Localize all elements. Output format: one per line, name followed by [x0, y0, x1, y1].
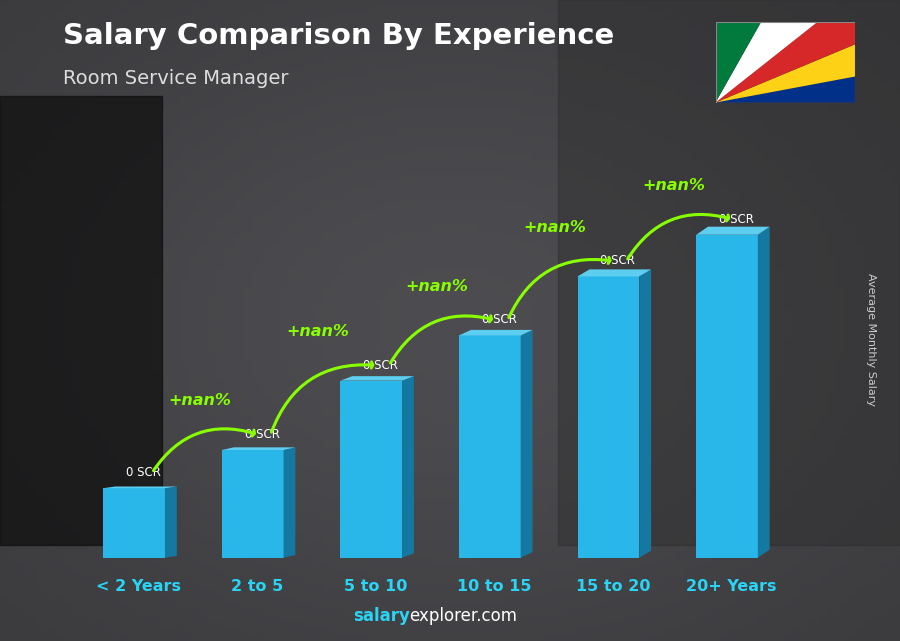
Polygon shape [521, 330, 533, 558]
Polygon shape [0, 96, 162, 545]
Text: 0 SCR: 0 SCR [482, 313, 517, 326]
Text: Average Monthly Salary: Average Monthly Salary [866, 273, 877, 406]
Text: 0 SCR: 0 SCR [364, 358, 398, 372]
Text: 0 SCR: 0 SCR [245, 428, 280, 441]
Text: 0 SCR: 0 SCR [719, 213, 754, 226]
Text: explorer.com: explorer.com [410, 607, 518, 625]
Text: 5 to 10: 5 to 10 [345, 578, 408, 594]
Polygon shape [459, 330, 533, 335]
Polygon shape [716, 0, 900, 103]
Text: +nan%: +nan% [405, 279, 468, 294]
Polygon shape [716, 40, 900, 103]
Bar [222, 450, 284, 558]
Polygon shape [697, 227, 770, 235]
Polygon shape [716, 0, 900, 103]
Text: +nan%: +nan% [643, 178, 705, 193]
Bar [459, 335, 521, 558]
Bar [578, 276, 639, 558]
Polygon shape [716, 0, 900, 103]
Polygon shape [558, 0, 900, 545]
Polygon shape [284, 447, 295, 558]
Text: 2 to 5: 2 to 5 [231, 578, 284, 594]
Polygon shape [639, 269, 651, 558]
Text: Salary Comparison By Experience: Salary Comparison By Experience [63, 22, 614, 51]
Text: +nan%: +nan% [524, 220, 587, 235]
Polygon shape [578, 269, 651, 276]
Text: < 2 Years: < 2 Years [96, 578, 182, 594]
Text: +nan%: +nan% [286, 324, 349, 339]
Bar [697, 235, 758, 558]
Polygon shape [758, 227, 770, 558]
Polygon shape [104, 487, 176, 488]
Bar [340, 381, 402, 558]
Polygon shape [165, 487, 176, 558]
Bar [104, 488, 165, 558]
Polygon shape [222, 447, 295, 450]
Text: salary: salary [353, 607, 410, 625]
Text: Room Service Manager: Room Service Manager [63, 69, 289, 88]
Polygon shape [402, 376, 414, 558]
Text: 0 SCR: 0 SCR [126, 466, 161, 479]
Text: 10 to 15: 10 to 15 [457, 578, 532, 594]
Text: 0 SCR: 0 SCR [600, 254, 635, 267]
Polygon shape [716, 0, 824, 103]
Text: +nan%: +nan% [168, 394, 230, 408]
Text: 20+ Years: 20+ Years [687, 578, 777, 594]
Text: 15 to 20: 15 to 20 [576, 578, 651, 594]
Polygon shape [340, 376, 414, 381]
